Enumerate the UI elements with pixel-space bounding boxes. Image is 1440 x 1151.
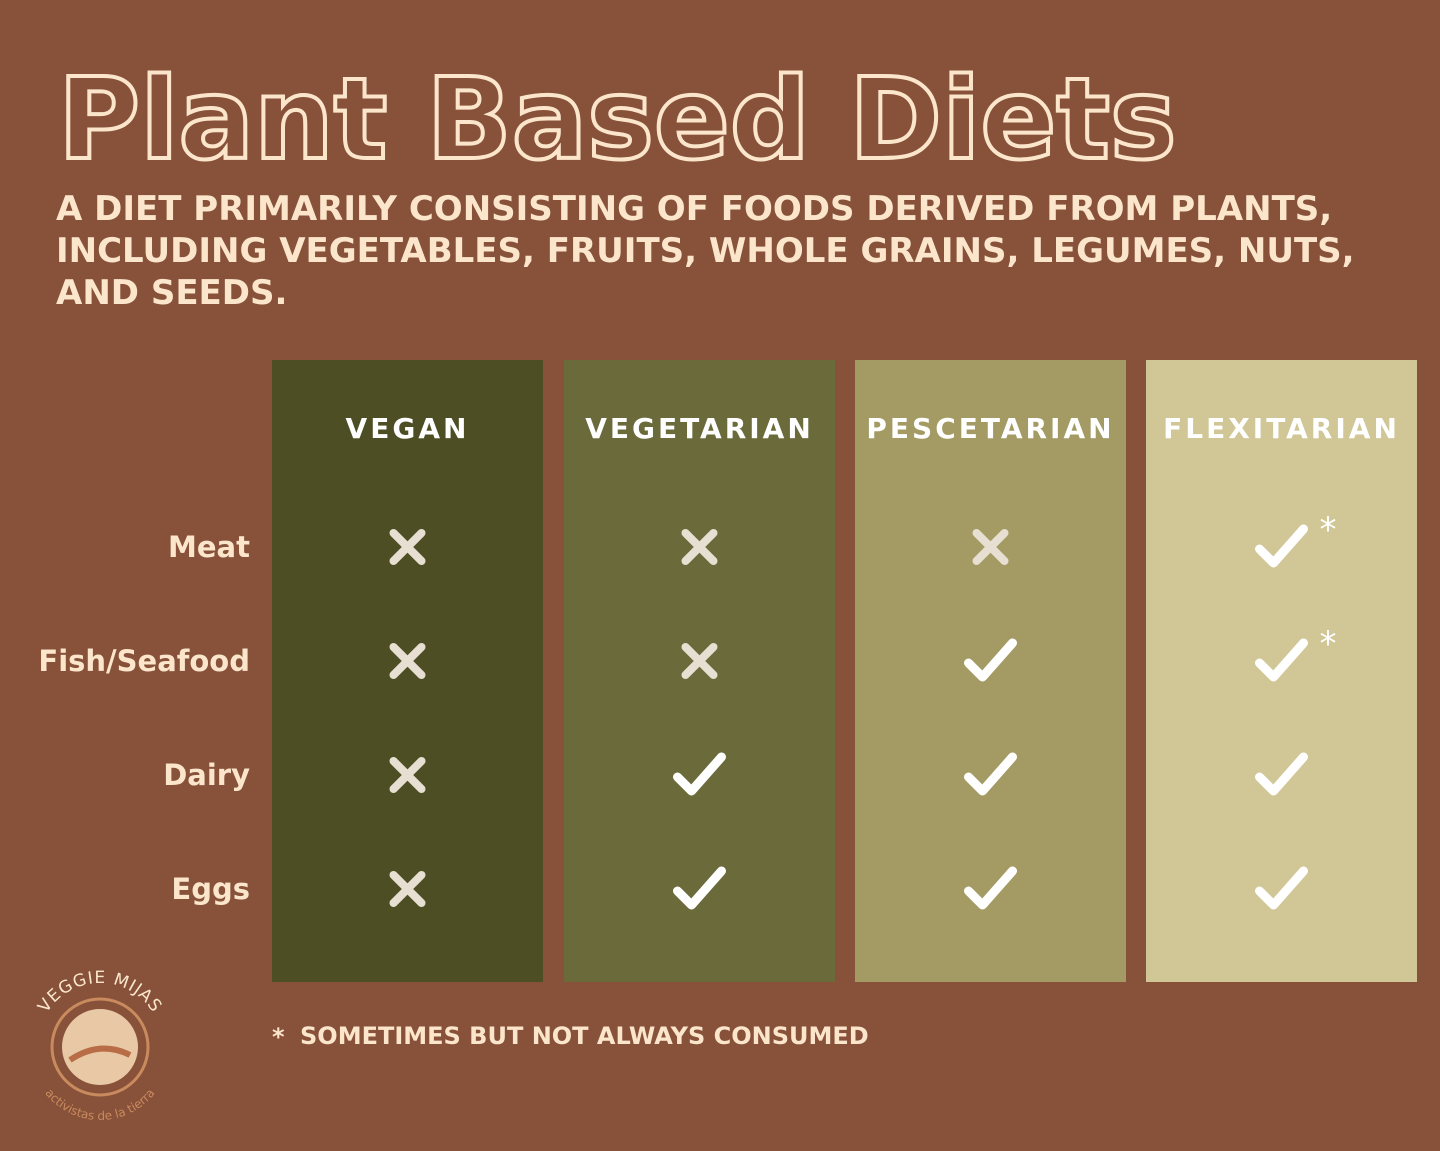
title: Plant Based Diets bbox=[58, 55, 1177, 185]
footnote-text: SOMETIMES BUT NOT ALWAYS CONSUMED bbox=[300, 1022, 869, 1050]
cross-icon bbox=[972, 529, 1009, 565]
cross-icon bbox=[389, 529, 426, 565]
cross-stroke bbox=[389, 643, 426, 679]
check-icon bbox=[1255, 752, 1308, 796]
check-icon bbox=[964, 866, 1017, 910]
cross-icon bbox=[389, 643, 426, 679]
cross-stroke bbox=[389, 871, 426, 907]
cross-stroke bbox=[681, 643, 718, 679]
row-label: Meat bbox=[168, 530, 250, 564]
cross-icon bbox=[389, 757, 426, 793]
footnote-symbol: * bbox=[272, 1023, 285, 1051]
cross-icon bbox=[681, 643, 718, 679]
check-icon bbox=[1255, 638, 1308, 682]
logo-tagline-path: activistas de la tierra bbox=[43, 1086, 158, 1123]
column-header: VEGAN bbox=[346, 412, 470, 445]
column-panel bbox=[272, 360, 543, 982]
row-label: Fish/Seafood bbox=[38, 644, 250, 678]
check-icon bbox=[964, 752, 1017, 796]
cross-stroke bbox=[972, 529, 1009, 565]
column-panel bbox=[564, 360, 835, 982]
cross-stroke bbox=[681, 529, 718, 565]
subtitle: A DIET PRIMARILY CONSISTING OF FOODS DER… bbox=[56, 189, 1355, 313]
cross-stroke bbox=[389, 529, 426, 565]
check-icon bbox=[673, 866, 726, 910]
logo: VEGGIE MIJAS activistas de la tierra bbox=[34, 968, 165, 1123]
check-icon bbox=[1255, 866, 1308, 910]
cell-note: * bbox=[1320, 510, 1337, 550]
column-header: FLEXITARIAN bbox=[1163, 412, 1400, 445]
row-label: Eggs bbox=[171, 872, 250, 906]
cross-icon bbox=[389, 871, 426, 907]
logo-ring bbox=[50, 997, 150, 1097]
logo-tagline: activistas de la tierra bbox=[43, 1086, 158, 1123]
column-header: PESCETARIAN bbox=[866, 412, 1114, 445]
column-header: VEGETARIAN bbox=[585, 412, 814, 445]
check-icon bbox=[964, 638, 1017, 682]
cross-icon bbox=[681, 529, 718, 565]
cross-stroke bbox=[389, 757, 426, 793]
check-icon bbox=[673, 752, 726, 796]
row-label: Dairy bbox=[163, 758, 250, 792]
check-icon bbox=[1255, 524, 1308, 568]
cell-note: * bbox=[1320, 624, 1337, 664]
logo-hand bbox=[68, 1045, 132, 1063]
